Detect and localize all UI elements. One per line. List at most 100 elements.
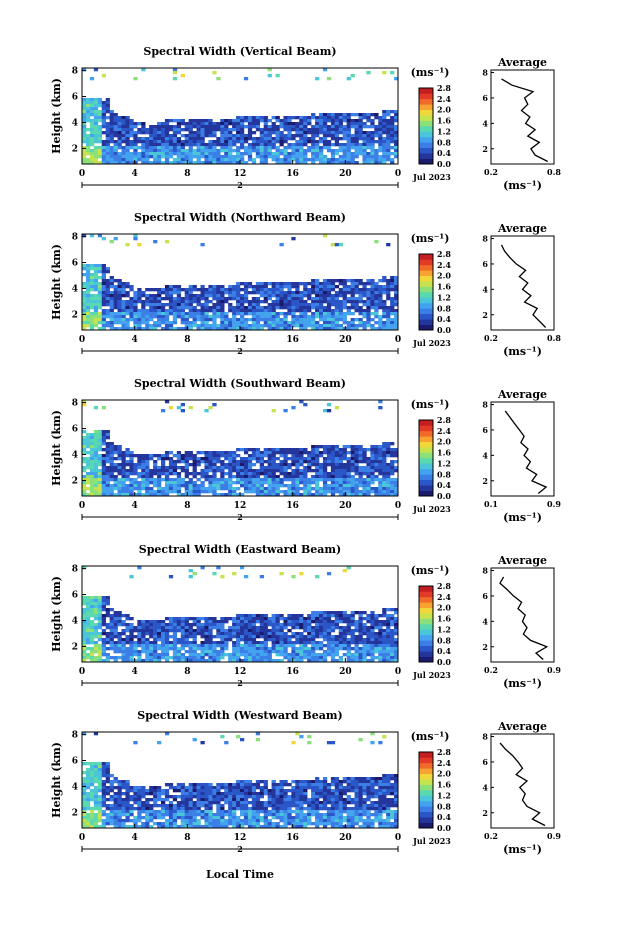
heatmap-cell xyxy=(109,285,114,289)
heatmap-cell xyxy=(247,146,253,150)
heatmap-cell xyxy=(93,315,99,319)
heatmap-cell xyxy=(358,128,363,132)
heatmap-cell xyxy=(322,234,328,238)
heatmap-cell xyxy=(287,288,292,292)
heatmap-cell xyxy=(350,490,355,494)
heatmap-cell xyxy=(97,436,103,440)
heatmap-cell xyxy=(247,638,253,642)
heatmap-cell xyxy=(382,641,387,645)
colorbar-tick-label: 0.8 xyxy=(437,469,451,479)
heatmap-cell xyxy=(319,644,324,648)
heatmap-cell xyxy=(153,324,158,328)
heatmap-cell xyxy=(271,448,276,452)
heatmap xyxy=(82,68,399,165)
heatmap-cell xyxy=(232,572,237,576)
heatmap-cell xyxy=(354,291,359,295)
heatmap-cell xyxy=(101,327,106,331)
heatmap-cell xyxy=(93,644,99,648)
heatmap-cell xyxy=(228,653,233,657)
heatmap-cell xyxy=(350,614,355,618)
heatmap-cell xyxy=(192,321,197,325)
heatmap-cell xyxy=(243,644,249,648)
heatmap-cell xyxy=(370,617,375,621)
heatmap-cell xyxy=(279,466,284,470)
heatmap-cell xyxy=(97,602,103,606)
heatmap-cell xyxy=(200,125,205,129)
heatmap-cell xyxy=(299,451,304,455)
heatmap-cell xyxy=(299,134,304,138)
heatmap-cell xyxy=(330,158,336,162)
heatmap-cell xyxy=(283,303,288,307)
heatmap-cell xyxy=(326,611,332,615)
heatmap-cell xyxy=(161,409,166,413)
heatmap-cell xyxy=(346,309,351,313)
heatmap-cell xyxy=(311,617,316,621)
heatmap-cell xyxy=(157,475,162,479)
heatmap-cell xyxy=(204,475,209,479)
heatmap-cell xyxy=(109,463,114,467)
average-unit: (ms⁻¹) xyxy=(503,677,542,690)
heatmap-cell xyxy=(378,650,383,654)
heatmap-cell xyxy=(168,306,174,310)
heatmap-cell xyxy=(259,152,264,156)
heatmap-cell xyxy=(204,617,209,621)
heatmap-cell xyxy=(255,656,261,660)
heatmap-cell xyxy=(212,152,217,156)
heatmap-cell xyxy=(322,632,328,636)
heatmap-cell xyxy=(129,484,134,488)
heatmap-cell xyxy=(141,131,146,135)
heatmap-cell xyxy=(157,131,162,135)
heatmap-cell xyxy=(362,641,367,645)
heatmap-cell xyxy=(176,620,182,624)
heatmap-cell xyxy=(164,125,170,129)
heatmap-cell xyxy=(117,152,122,156)
heatmap-cell xyxy=(287,614,292,618)
heatmap-cell xyxy=(354,309,359,313)
heatmap-cell xyxy=(295,143,300,147)
heatmap-cell xyxy=(307,650,312,654)
heatmap-cell xyxy=(121,140,126,144)
heatmap-cell xyxy=(212,71,217,75)
heatmap-cell xyxy=(394,466,399,470)
heatmap-cell xyxy=(271,282,276,286)
colorbar-tick-label: 0.8 xyxy=(437,137,451,147)
heatmap-cell xyxy=(311,303,316,307)
heatmap-cell xyxy=(161,309,166,313)
heatmap-cell xyxy=(176,146,182,150)
heatmap-cell xyxy=(125,656,130,660)
heatmap-cell xyxy=(342,285,347,289)
heatmap-cell xyxy=(295,288,300,292)
heatmap-cell xyxy=(141,291,146,295)
heatmap-cell xyxy=(121,481,126,485)
heatmap-cell xyxy=(172,134,178,138)
heatmap-cell xyxy=(350,285,355,289)
heatmap-cell xyxy=(125,282,130,286)
heatmap-cell xyxy=(180,321,185,325)
heatmap-cell xyxy=(204,487,209,491)
heatmap-cell xyxy=(196,478,201,482)
heatmap-cell xyxy=(224,653,229,657)
heatmap-cell xyxy=(259,149,264,153)
heatmap-cell xyxy=(117,119,122,123)
heatmap-cell xyxy=(125,451,130,455)
heatmap-cell xyxy=(164,484,170,488)
heatmap-cell xyxy=(358,137,363,141)
heatmap-cell xyxy=(105,638,110,642)
heatmap-cell xyxy=(137,122,142,126)
heatmap-cell xyxy=(370,306,375,310)
heatmap-cell xyxy=(161,478,166,482)
heatmap-cell xyxy=(263,309,268,313)
colorbar-swatch xyxy=(419,109,433,116)
heatmap-cell xyxy=(97,460,103,464)
heatmap-cell xyxy=(109,448,114,452)
heatmap-cell xyxy=(204,409,209,413)
heatmap-cell xyxy=(232,122,237,126)
heatmap-cell xyxy=(370,647,375,651)
heatmap-cell xyxy=(267,68,272,72)
heatmap-cell xyxy=(338,454,343,458)
heatmap-cell xyxy=(224,632,229,636)
heatmap-cell xyxy=(334,324,340,328)
heatmap-cell xyxy=(232,487,237,491)
heatmap-cell xyxy=(394,303,399,307)
heatmap-cell xyxy=(224,629,229,633)
